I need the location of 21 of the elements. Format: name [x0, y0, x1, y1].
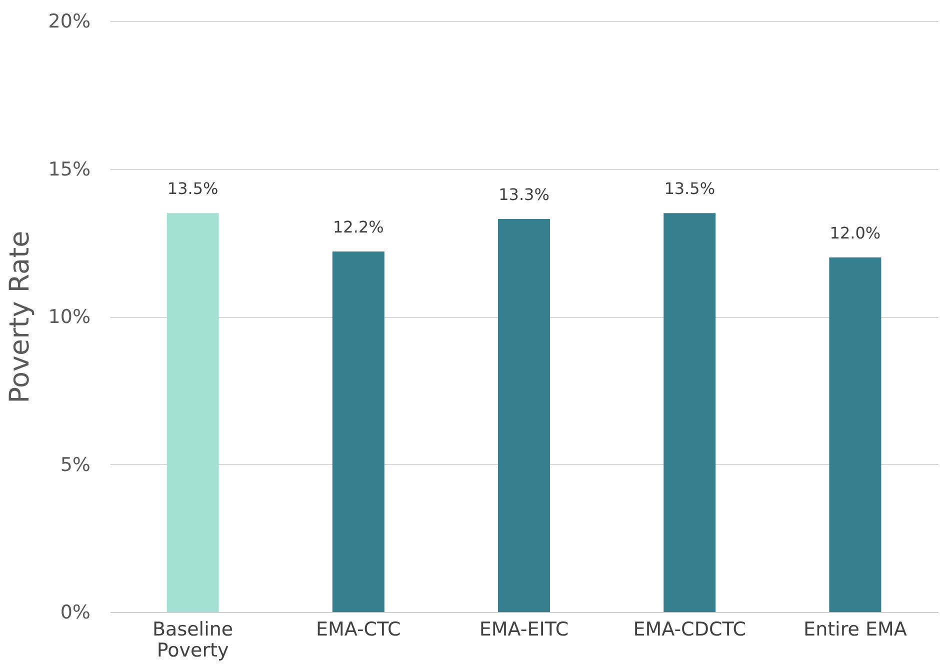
y-tick-label: 5% — [60, 454, 90, 476]
x-tick-label: EMA-EITC — [479, 618, 569, 640]
y-tick-label: 20% — [48, 10, 90, 32]
data-label: 12.0% — [830, 223, 881, 242]
x-tick-label: Entire EMA — [804, 618, 907, 640]
data-label: 13.5% — [664, 179, 716, 198]
y-tick-label: 10% — [48, 306, 90, 328]
bar — [166, 213, 219, 612]
data-label: 13.5% — [167, 179, 218, 198]
bar — [332, 251, 384, 612]
y-axis-title: Poverty Rate — [4, 230, 36, 404]
x-tick-label: Baseline Poverty — [152, 618, 234, 662]
x-tick-label: EMA-CDCTC — [633, 618, 746, 640]
y-tick-label: 15% — [48, 158, 90, 180]
y-tick-label: 0% — [60, 602, 90, 624]
bar — [664, 213, 716, 612]
bar — [498, 218, 550, 612]
x-tick-label: EMA-CTC — [316, 618, 401, 640]
data-label: 12.2% — [332, 217, 384, 236]
bar — [829, 257, 882, 612]
data-label: 13.3% — [498, 184, 550, 204]
